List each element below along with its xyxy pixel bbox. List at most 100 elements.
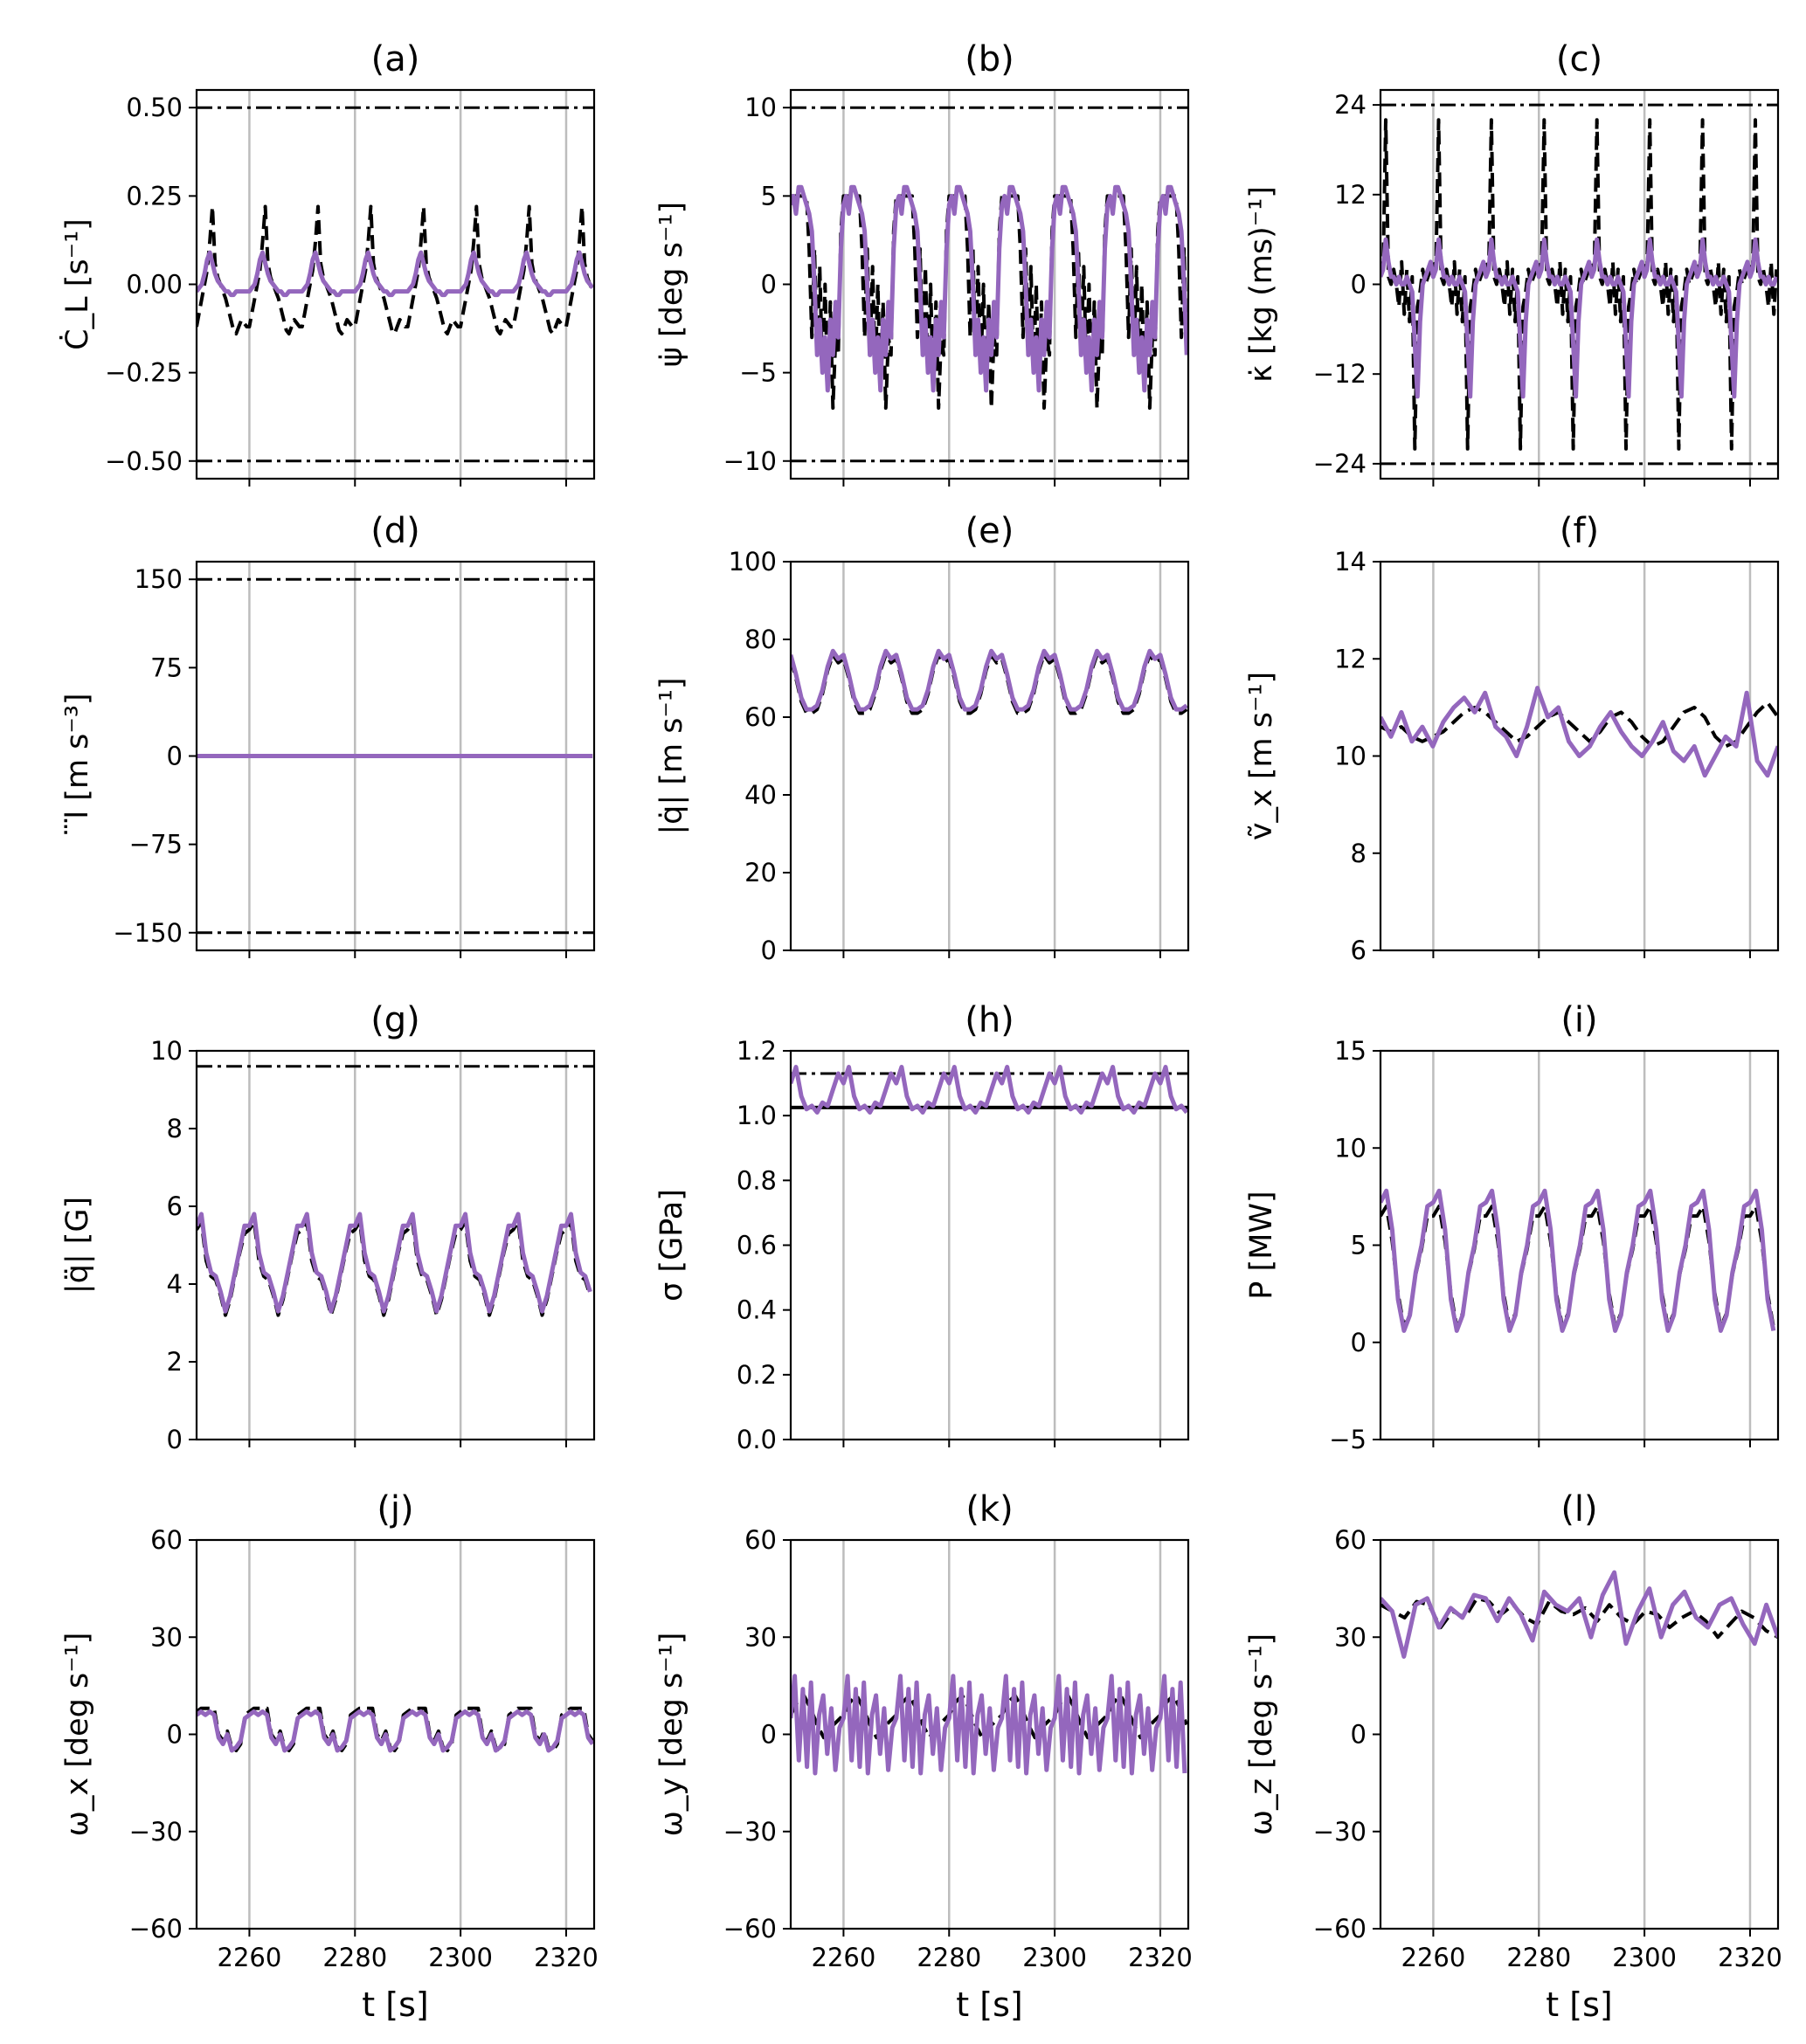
- plot-area: [1380, 1570, 1778, 1659]
- y-tick-label: 8: [167, 1114, 183, 1143]
- x-tick-label: 2260: [812, 1943, 876, 1972]
- panel-h: 0.0 0.2 0.4 0.6 0.8 1.0 1.2 (h) σ [GPa]: [654, 1000, 1190, 1454]
- y-tick-label: 30: [1334, 1622, 1367, 1652]
- x-tick-label: 2300: [1612, 1943, 1677, 1972]
- y-axis-label: ṽ_x [m s⁻¹]: [1244, 672, 1279, 840]
- y-tick-label: 5: [761, 181, 777, 211]
- y-tick-label: 6: [1351, 936, 1367, 965]
- y-tick-label: 0.4: [737, 1295, 777, 1325]
- y-tick-label: 1.0: [737, 1101, 777, 1130]
- x-tick-label: 2320: [1128, 1943, 1193, 1972]
- y-tick-label: 30: [744, 1622, 777, 1652]
- y-tick-label: 0.2: [737, 1360, 777, 1390]
- y-axis-label: Ċ_L [s⁻¹]: [59, 218, 95, 350]
- y-tick-label: −30: [1313, 1817, 1367, 1847]
- x-tick-label: 2320: [534, 1943, 599, 1972]
- y-axis-label: ⃛l [m s⁻³]: [60, 693, 95, 834]
- series-line-simulated: [791, 648, 1188, 712]
- y-tick-label: 10: [150, 1036, 183, 1066]
- panel-a: −0.50 −0.25 0.00 0.25 0.50 (a) Ċ_L [s⁻¹]: [59, 39, 596, 487]
- plot-area: [197, 1706, 594, 1753]
- series-line-simulated: [1380, 686, 1778, 778]
- panel-b: −10 −5 0 5 10 (b) ψ̇ [deg s⁻¹]: [654, 39, 1190, 487]
- y-tick-label: −60: [129, 1914, 183, 1944]
- panel-title: (c): [1556, 39, 1602, 79]
- y-axis-label: P [MW]: [1244, 1191, 1279, 1299]
- panel-l: −60 −30 0 30 60 2260 2280 2300 2320 (l) ω_z [deg s…: [1244, 1489, 1782, 2024]
- y-tick-label: 1.2: [737, 1036, 777, 1066]
- series-line-reference: [1380, 1596, 1778, 1640]
- y-axis-label: σ [GPa]: [654, 1189, 689, 1302]
- x-tick-label: 2280: [917, 1943, 981, 1972]
- y-tick-label: 0.6: [737, 1231, 777, 1260]
- panel-title: (a): [371, 39, 420, 79]
- y-tick-label: 20: [744, 858, 777, 887]
- plot-area: [197, 1065, 594, 1317]
- y-tick-label: −30: [129, 1817, 183, 1847]
- panel-title: (k): [965, 1489, 1013, 1530]
- plot-area: [1380, 1188, 1776, 1333]
- y-tick-label: 12: [1334, 644, 1367, 673]
- y-tick-label: 0.0: [737, 1425, 777, 1454]
- y-tick-label: 2: [167, 1347, 183, 1377]
- x-tick-label: 2300: [1022, 1943, 1087, 1972]
- y-tick-label: 0: [761, 270, 777, 300]
- series-line-simulated: [1380, 237, 1778, 399]
- panel-f: 6 8 10 12 14 (f) ṽ_x [m s⁻¹]: [1244, 511, 1780, 965]
- y-axis-label: |q̈| [G]: [60, 1197, 95, 1294]
- panel-title: (i): [1560, 1000, 1597, 1040]
- y-axis-label: ω_y [deg s⁻¹]: [654, 1633, 689, 1837]
- panel-j: −60 −30 0 30 60 2260 2280 2300 2320 (j) ω_x [deg s…: [60, 1489, 599, 2024]
- y-tick-label: −24: [1313, 449, 1367, 479]
- y-tick-label: 6: [167, 1191, 183, 1221]
- plot-area: [791, 106, 1188, 463]
- panel-e: 0 20 40 60 80 100 (e) |q̇| [m s⁻¹]: [654, 511, 1190, 965]
- y-axis-label: ω_x [deg s⁻¹]: [60, 1633, 95, 1837]
- y-tick-label: 10: [1334, 1133, 1367, 1163]
- panel-d: −150 −75 0 75 150 (d)⃛l [m s⁻³]: [60, 511, 596, 958]
- y-tick-label: 60: [744, 1525, 777, 1555]
- panel-title: (f): [1560, 511, 1599, 551]
- panel-g: 0 2 4 6 8 10 (g) |q̈| [G]: [60, 1000, 596, 1454]
- y-tick-label: −150: [113, 918, 183, 948]
- series-line-simulated: [197, 1212, 592, 1314]
- axes-frame: [195, 1049, 596, 1441]
- y-tick-label: 30: [150, 1622, 183, 1652]
- y-tick-label: −60: [723, 1914, 777, 1944]
- y-tick-label: 5: [1351, 1231, 1367, 1260]
- panel-c: −24 −12 0 12 24 (c) κ̇ [kg (ms)⁻¹]: [1244, 39, 1780, 487]
- panel-k: −60 −30 0 30 60 2260 2280 2300 2320 (k) ω_y [deg s…: [654, 1489, 1193, 2024]
- y-tick-label: 0.8: [737, 1165, 777, 1195]
- y-tick-label: 0.00: [126, 270, 183, 300]
- x-axis-label: t [s]: [1546, 1985, 1612, 2024]
- y-tick-label: −0.25: [105, 358, 183, 388]
- panel-i: −5 0 5 10 15 (i) P [MW]: [1244, 1000, 1780, 1454]
- series-line-simulated: [1380, 1188, 1776, 1333]
- y-axis-label: ω_z [deg s⁻¹]: [1244, 1633, 1279, 1835]
- y-tick-label: 60: [150, 1525, 183, 1555]
- y-tick-label: 0: [761, 1720, 777, 1750]
- y-tick-label: 0: [761, 936, 777, 965]
- y-tick-label: −10: [723, 446, 777, 476]
- y-tick-label: 0: [167, 1720, 183, 1750]
- x-tick-label: 2300: [428, 1943, 493, 1972]
- y-axis-label: |q̇| [m s⁻¹]: [654, 677, 689, 834]
- y-tick-label: 0.25: [126, 181, 183, 211]
- y-tick-label: 15: [1334, 1036, 1367, 1066]
- y-tick-label: −5: [739, 358, 777, 388]
- panel-title: (b): [965, 39, 1014, 79]
- y-tick-label: 24: [1334, 90, 1367, 120]
- y-tick-label: 0: [167, 1425, 183, 1454]
- y-tick-label: 4: [167, 1269, 183, 1299]
- y-tick-label: 100: [729, 547, 777, 577]
- series-line-simulated: [791, 1065, 1188, 1115]
- y-tick-label: 150: [135, 564, 183, 594]
- y-tick-label: 60: [744, 702, 777, 732]
- axes-frame: [789, 560, 1190, 952]
- x-axis-label: t [s]: [362, 1985, 428, 2024]
- series-line-reference: [197, 1706, 594, 1752]
- panel-title: (e): [965, 511, 1014, 551]
- series-line-reference: [1380, 118, 1778, 451]
- y-tick-label: 0: [1351, 1328, 1367, 1357]
